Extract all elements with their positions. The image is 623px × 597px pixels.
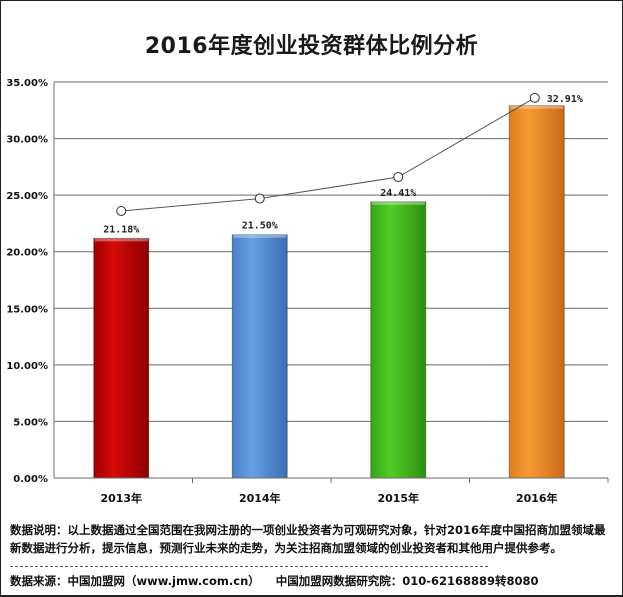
line-marker xyxy=(116,205,127,216)
bar-2016年 xyxy=(508,105,565,479)
bar-2013年 xyxy=(93,237,150,479)
bar-chart: 0.00% 5.00% 10.00% 15.00% 20.00% 25.00% 30.00%… xyxy=(6,78,609,505)
chart-title: 2016年度创业投资群体比例分析 xyxy=(144,34,479,59)
dashed-divider xyxy=(10,566,488,567)
trend-line xyxy=(116,92,540,216)
y-tick-label: 35.00% xyxy=(6,78,48,89)
data-label: 21.50% xyxy=(242,221,278,232)
bar-2014年 xyxy=(231,234,288,479)
y-tick-label: 25.00% xyxy=(6,191,48,202)
x-axis: 2013年 2014年 2015年 2016年 xyxy=(54,477,609,505)
x-tick-label: 2015年 xyxy=(377,491,419,505)
data-source: 数据来源：中国加盟网（www.jmw.com.cn） 中国加盟网数据研究院：010… xyxy=(10,573,539,589)
y-tick-label: 20.00% xyxy=(6,248,48,259)
y-tick-label: 10.00% xyxy=(6,361,48,372)
source-text: 数据来源：中国加盟网（www.jmw.com.cn） xyxy=(10,574,260,588)
x-tick-label: 2016年 xyxy=(516,491,558,505)
data-label: 24.41% xyxy=(380,188,416,199)
x-tick-label: 2014年 xyxy=(239,491,281,505)
y-tick-label: 5.00% xyxy=(13,417,48,428)
data-note: 数据说明：以上数据通过全国范围在我网注册的一项创业投资者为可观研究对象，针对20… xyxy=(10,523,606,555)
y-tick-label: 30.00% xyxy=(6,135,48,146)
line-marker xyxy=(529,92,540,103)
data-labels: 21.18% 21.50% 24.41% 32.91% xyxy=(103,94,583,236)
data-label: 32.91% xyxy=(547,94,583,105)
y-tick-label: 15.00% xyxy=(6,304,48,315)
data-label: 21.18% xyxy=(103,224,139,235)
x-tick-label: 2013年 xyxy=(100,491,142,505)
line-marker xyxy=(393,172,404,183)
line-marker xyxy=(254,193,265,204)
y-axis: 0.00% 5.00% 10.00% 15.00% 20.00% 25.00% 30.00%… xyxy=(6,78,55,485)
institute-text: 中国加盟网数据研究院：010-62168889转8080 xyxy=(275,574,539,588)
y-tick-label: 0.00% xyxy=(13,474,48,485)
bar-2015年 xyxy=(370,201,427,479)
bars xyxy=(93,105,565,479)
